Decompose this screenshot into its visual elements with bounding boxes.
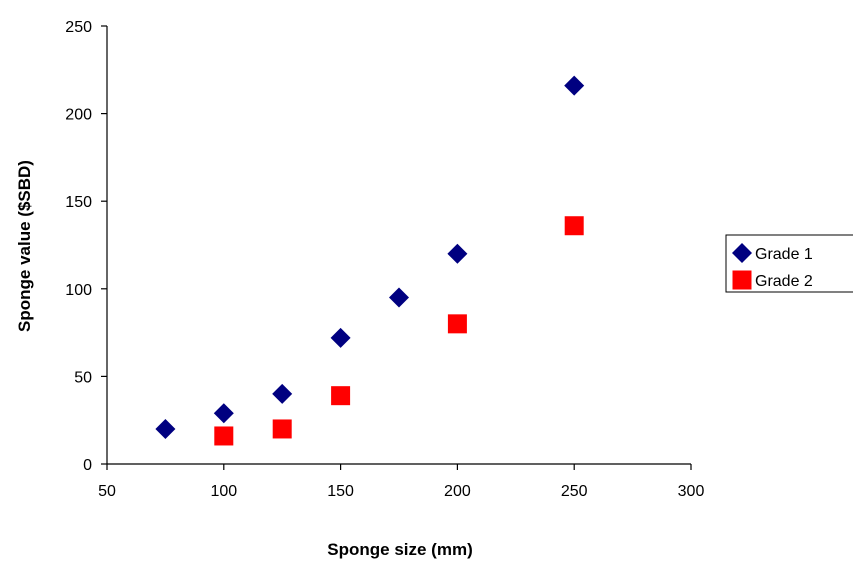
diamond-data-point <box>213 403 234 424</box>
legend-square-marker <box>732 270 752 290</box>
y-tick-label: 200 <box>65 107 92 124</box>
diamond-data-point <box>330 327 351 348</box>
x-tick-label: 100 <box>210 483 237 500</box>
legend-diamond-marker <box>732 243 752 263</box>
square-data-point <box>331 386 351 406</box>
x-tick-label: 50 <box>98 483 116 500</box>
diamond-data-point <box>447 243 468 264</box>
series-grade-1 <box>155 75 585 439</box>
y-ticks: 0 50 100 150 200 250 <box>65 19 107 474</box>
data-markers <box>155 75 585 446</box>
diamond-data-point <box>389 287 409 308</box>
y-tick-label: 250 <box>65 19 92 36</box>
square-data-point <box>272 419 292 439</box>
x-tick-label: 250 <box>561 483 588 500</box>
legend-item-label: Grade 1 <box>755 246 813 263</box>
diamond-data-point <box>155 418 176 439</box>
y-axis-title: Sponge value ($SBD) <box>15 160 34 332</box>
axes: 50 100 150 200 250 300 0 50 100 150 200 250 <box>65 19 704 500</box>
y-tick-label: 0 <box>83 457 92 474</box>
legend-item-label: Grade 2 <box>755 273 813 290</box>
diamond-data-point <box>272 383 293 404</box>
diamond-data-point <box>564 75 585 96</box>
x-tick-label: 300 <box>678 483 705 500</box>
y-tick-label: 50 <box>74 369 92 386</box>
x-tick-label: 200 <box>444 483 471 500</box>
y-tick-label: 100 <box>65 282 92 299</box>
x-tick-label: 150 <box>327 483 354 500</box>
y-tick-label: 150 <box>65 194 92 211</box>
legend: Grade 1 Grade 2 <box>725 234 853 293</box>
x-axis-title: Sponge size (mm) <box>327 540 472 559</box>
series-grade-2 <box>214 216 584 446</box>
square-data-point <box>564 216 584 236</box>
x-ticks: 50 100 150 200 250 300 <box>98 464 704 500</box>
square-data-point <box>447 314 467 334</box>
square-data-point <box>214 426 234 446</box>
